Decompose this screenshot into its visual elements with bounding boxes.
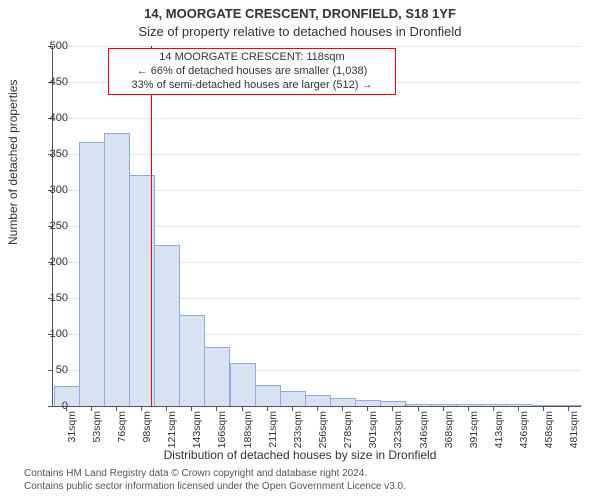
y-tick-label: 450 <box>28 76 68 88</box>
x-tick-label: 98sqm <box>141 411 153 461</box>
x-tick-label: 301sqm <box>367 411 379 461</box>
y-tick-label: 400 <box>28 112 68 124</box>
annotation-box: 14 MOORGATE CRESCENT: 118sqm← 66% of det… <box>108 48 396 95</box>
bar <box>305 395 331 406</box>
x-tick-label: 368sqm <box>443 411 455 461</box>
annotation-line: 33% of semi-detached houses are larger (… <box>113 79 391 93</box>
x-tick-label: 256sqm <box>317 411 329 461</box>
y-tick-label: 300 <box>28 184 68 196</box>
bar <box>204 347 230 406</box>
bar <box>154 245 180 406</box>
x-tick-label: 76sqm <box>116 411 128 461</box>
bar <box>456 404 482 406</box>
x-tick-label: 233sqm <box>292 411 304 461</box>
y-tick-label: 200 <box>28 256 68 268</box>
annotation-line: 14 MOORGATE CRESCENT: 118sqm <box>113 51 391 65</box>
bar <box>280 391 306 406</box>
x-tick-label: 278sqm <box>342 411 354 461</box>
x-tick-label: 481sqm <box>568 411 580 461</box>
bar <box>104 133 130 406</box>
bar <box>255 385 281 406</box>
gridline <box>53 118 581 119</box>
x-tick-label: 458sqm <box>543 411 555 461</box>
x-tick-label: 188sqm <box>242 411 254 461</box>
y-tick-label: 50 <box>28 364 68 376</box>
x-tick-label: 211sqm <box>267 411 279 461</box>
x-tick-label: 346sqm <box>418 411 430 461</box>
annotation-line: ← 66% of detached houses are smaller (1,… <box>113 65 391 79</box>
footer-line: Contains public sector information licen… <box>24 481 406 494</box>
bar <box>556 405 582 406</box>
bar <box>380 401 406 406</box>
x-tick-label: 323sqm <box>392 411 404 461</box>
chart-title: 14, MOORGATE CRESCENT, DRONFIELD, S18 1Y… <box>0 6 600 21</box>
y-tick-label: 350 <box>28 148 68 160</box>
x-tick-label: 436sqm <box>518 411 530 461</box>
bar <box>179 315 205 406</box>
gridline <box>53 46 581 47</box>
y-tick-label: 0 <box>28 400 68 412</box>
x-tick-label: 121sqm <box>166 411 178 461</box>
chart-container: { "title_main": "14, MOORGATE CRESCENT, … <box>0 0 600 500</box>
footer-line: Contains HM Land Registry data © Crown c… <box>24 468 406 481</box>
x-tick-label: 31sqm <box>66 411 78 461</box>
bar <box>406 404 432 406</box>
y-tick-label: 150 <box>28 292 68 304</box>
y-axis-title: Number of detached properties <box>6 80 20 245</box>
chart-subtitle: Size of property relative to detached ho… <box>0 24 600 39</box>
x-tick-label: 143sqm <box>191 411 203 461</box>
y-tick-label: 100 <box>28 328 68 340</box>
bar <box>79 142 105 406</box>
footer-attribution: Contains HM Land Registry data © Crown c… <box>24 468 406 493</box>
bar <box>230 363 256 406</box>
y-tick-label: 500 <box>28 40 68 52</box>
bar <box>330 398 356 406</box>
gridline <box>53 154 581 155</box>
y-tick-label: 250 <box>28 220 68 232</box>
bar <box>431 404 457 406</box>
x-tick-label: 53sqm <box>91 411 103 461</box>
marker-line <box>151 46 152 406</box>
x-tick-label: 413sqm <box>493 411 505 461</box>
x-tick-label: 391sqm <box>468 411 480 461</box>
x-tick-label: 166sqm <box>216 411 228 461</box>
plot-area: 31sqm53sqm76sqm98sqm121sqm143sqm166sqm18… <box>52 46 581 407</box>
